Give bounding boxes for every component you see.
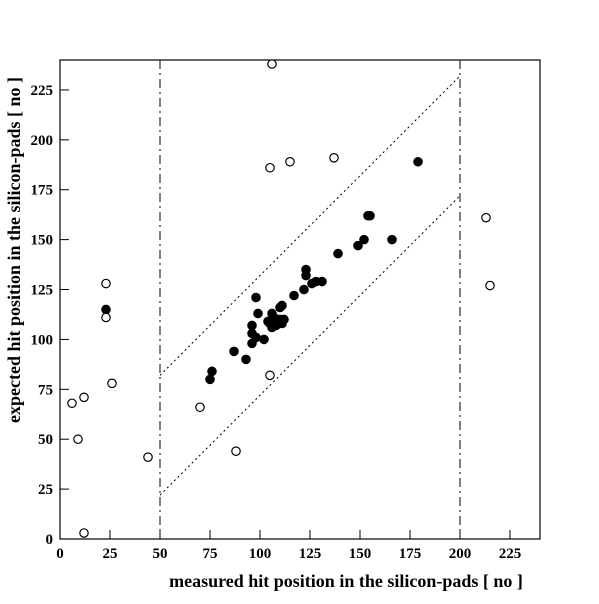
open-data-point (285, 156, 295, 167)
open-data-point (101, 312, 111, 323)
filled-data-point (413, 156, 423, 167)
open-data-point (67, 398, 77, 409)
y-tick-label: 175 (31, 183, 54, 199)
y-tick-label: 150 (31, 233, 54, 249)
open-data-point (79, 528, 89, 538)
filled-data-point (229, 346, 239, 357)
open-data-point (101, 278, 111, 289)
filled-data-point (317, 276, 327, 287)
filled-data-point (277, 300, 287, 311)
x-tick-label: 75 (203, 546, 218, 562)
open-data-point (265, 370, 275, 381)
filled-data-point (251, 292, 261, 303)
open-data-point (267, 59, 277, 69)
x-tick-label: 150 (349, 546, 372, 562)
filled-data-point (289, 290, 299, 301)
filled-data-point (205, 374, 215, 385)
x-tick-label: 125 (299, 546, 322, 562)
filled-data-point (353, 240, 363, 251)
open-data-point (485, 280, 495, 291)
x-tick-label: 0 (56, 546, 64, 562)
x-tick-label: 225 (499, 546, 522, 562)
filled-data-point (247, 320, 257, 331)
plot-area (59, 59, 541, 540)
filled-data-point (279, 314, 289, 325)
x-tick-label: 175 (399, 546, 422, 562)
y-tick-label: 25 (38, 482, 53, 498)
y-tick-label: 200 (31, 133, 54, 149)
y-tick-label: 100 (31, 332, 54, 348)
open-data-point (329, 152, 339, 163)
open-data-point (107, 378, 117, 389)
open-data-point (143, 452, 153, 462)
filled-data-point (359, 234, 369, 245)
open-data-point (265, 162, 275, 173)
diagonal-dotted-line (159, 75, 461, 376)
filled-data-point (251, 332, 261, 343)
filled-data-point (207, 366, 217, 377)
filled-data-point (365, 210, 375, 221)
diagonal-dotted-line (159, 195, 461, 496)
open-data-point (195, 402, 205, 413)
filled-data-point (333, 248, 343, 259)
y-axis-ticks: 0 25 50 75 100 125 150 175 200 225 (31, 83, 69, 548)
y-tick-label: 50 (38, 432, 53, 448)
filled-data-point (253, 308, 263, 319)
filled-data-point (299, 284, 309, 295)
y-tick-label: 0 (46, 532, 54, 548)
x-tick-label: 200 (449, 546, 472, 562)
filled-data-point (241, 354, 251, 365)
y-tick-label: 75 (38, 382, 53, 398)
y-tick-label: 125 (31, 283, 54, 299)
x-tick-label: 100 (249, 546, 272, 562)
y-axis-title: expected hit position in the silicon-pad… (4, 77, 24, 423)
open-data-point (79, 392, 89, 403)
x-axis-title: measured hit position in the silicon-pad… (169, 571, 523, 591)
filled-data-point (259, 334, 269, 345)
open-data-point (231, 446, 241, 456)
filled-data-point (301, 270, 311, 281)
data-points (67, 59, 495, 538)
filled-data-point (387, 234, 397, 245)
reference-lines (159, 60, 461, 539)
open-data-point (73, 434, 83, 445)
filled-data-point (101, 304, 111, 315)
x-tick-label: 25 (103, 546, 118, 562)
open-data-point (481, 212, 491, 223)
x-axis-ticks: 0 25 50 75 100 125 150 175 200 225 (56, 530, 521, 562)
x-tick-label: 50 (153, 546, 168, 562)
y-tick-label: 225 (31, 83, 54, 99)
